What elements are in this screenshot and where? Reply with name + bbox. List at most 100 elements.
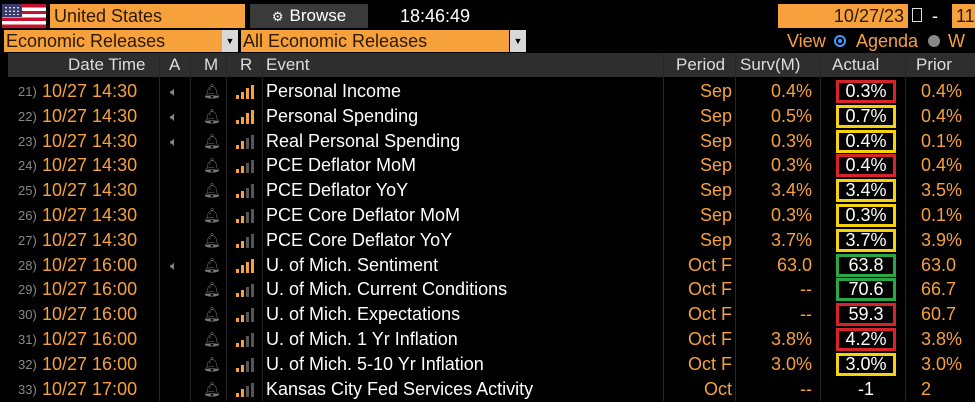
bell-icon[interactable]: 🔔︎ [203,157,221,174]
col-monitor[interactable]: M [204,55,219,74]
row-event[interactable]: PCE Deflator YoY [266,180,409,201]
bell-icon[interactable]: 🔔︎ [203,256,221,273]
agenda-label[interactable]: Agenda [856,31,919,51]
row-survey: 63.0 [776,254,812,275]
col-relevance[interactable]: R [240,55,253,74]
table-row[interactable]: 28) 10/27 16:00 🔈︎ 🔔︎ U. of Mich. Sentiment O… [0,253,975,278]
relevance-bars-icon [236,233,256,248]
bell-icon[interactable]: 🔔︎ [203,107,221,124]
bell-icon[interactable]: 🔔︎ [203,306,221,323]
chevron-down-icon[interactable]: ▼ [222,30,238,52]
relevance-bars-icon [236,159,256,174]
row-period: Sep [699,130,732,151]
col-period[interactable]: Period [676,55,726,74]
row-event[interactable]: Real Personal Spending [266,130,461,151]
start-date-field[interactable]: 10/27/23 [778,4,908,28]
agenda-radio[interactable] [834,35,846,47]
country-field[interactable]: United States [50,4,245,28]
date-separator: - [932,6,938,26]
col-actual[interactable]: Actual [832,55,880,74]
speaker-icon[interactable]: 🔈︎ [170,257,178,273]
col-datetime[interactable]: Date Time [68,55,146,74]
table-row[interactable]: 22) 10/27 14:30 🔈︎ 🔔︎ Personal Spending Sep 0.… [0,104,975,129]
bell-icon[interactable]: 🔔︎ [203,182,221,199]
settings-gear-icon: ⚙ [271,9,284,24]
relevance-bars-icon [236,308,256,323]
row-event[interactable]: Personal Spending [266,105,419,126]
row-period: Sep [699,81,732,101]
bell-icon[interactable]: 🔔︎ [203,281,221,298]
row-datetime: 10/27 14:30 [42,81,138,101]
table-row[interactable]: 21) 10/27 14:30 🔈︎ 🔔︎ Personal Income Sep 0.4%… [0,79,975,104]
row-number: 29) [18,282,37,298]
other-view-radio[interactable] [928,35,940,47]
row-actual: 4.2% [845,329,887,349]
row-event[interactable]: PCE Core Deflator MoM [266,205,461,225]
speaker-icon[interactable]: 🔈︎ [170,108,178,124]
table-row[interactable]: 25) 10/27 14:30 🔔︎ PCE Deflator YoY Sep 3.4% 3… [0,178,975,203]
row-event[interactable]: Personal Income [266,81,402,101]
row-event[interactable]: Kansas City Fed Services Activity [266,378,534,399]
row-event[interactable]: U. of Mich. 5-10 Yr Inflation [266,353,484,374]
row-event[interactable]: U. of Mich. Current Conditions [266,279,508,300]
row-prior: 3.9% [921,229,963,250]
other-view-label[interactable]: W [948,31,965,51]
bell-icon[interactable]: 🔔︎ [203,132,221,149]
row-period: Sep [699,180,732,201]
browse-button[interactable]: ⚙ Browse [250,4,368,28]
calendar-icon[interactable] [912,8,922,22]
bell-icon[interactable]: 🔔︎ [203,355,221,372]
table-row[interactable]: 30) 10/27 16:00 🔔︎ U. of Mich. Expectations… [0,302,975,327]
row-event[interactable]: U. of Mich. Expectations [266,304,461,325]
col-survey[interactable]: Surv(M) [740,55,801,74]
row-event[interactable]: PCE Deflator MoM [266,155,417,176]
table-row[interactable]: 29) 10/27 16:00 🔔︎ U. of Mich. Current Cond… [0,277,975,302]
highlight-box [836,228,896,252]
row-survey: 3.4% [770,180,812,201]
end-date-field[interactable]: 11 [952,4,975,28]
bell-icon[interactable]: 🔔︎ [203,231,221,248]
bell-icon[interactable]: 🔔︎ [203,380,221,397]
bell-icon[interactable]: 🔔︎ [203,331,221,347]
table-row[interactable]: 26) 10/27 14:30 🔔︎ PCE Core Deflator MoM Sep… [0,203,975,228]
row-number: 30) [18,307,37,323]
category-select[interactable]: Economic Releases [4,30,222,52]
row-survey: 0.3% [770,155,812,176]
speaker-icon[interactable]: 🔈︎ [170,133,178,149]
col-prior[interactable]: Prior [916,55,952,74]
relevance-bars-icon [236,258,256,273]
row-survey: 0.5% [770,105,812,126]
row-actual: 0.7% [845,105,887,126]
col-event[interactable]: Event [266,55,310,74]
row-prior: 66.7 [921,279,957,300]
bell-icon[interactable]: 🔔︎ [203,83,221,99]
row-prior: 2 [921,378,932,399]
row-event[interactable]: PCE Core Deflator YoY [266,229,453,250]
row-datetime: 10/27 17:00 [42,378,138,399]
row-event[interactable]: U. of Mich. Sentiment [266,254,439,275]
table-row[interactable]: 24) 10/27 14:30 🔔︎ PCE Deflator MoM Sep 0.3% 0… [0,153,975,178]
row-actual: 0.3% [845,205,887,225]
table-row[interactable]: 31) 10/27 16:00 🔔︎ U. of Mich. 1 Yr Inflati… [0,327,975,352]
highlight-box [836,154,896,178]
chevron-down-icon[interactable]: ▼ [510,30,526,52]
row-number: 24) [18,158,37,174]
row-period: Sep [699,105,732,126]
col-alert[interactable]: A [169,55,181,74]
table-row[interactable]: 27) 10/27 14:30 🔔︎ PCE Core Deflator YoY Sep… [0,228,975,253]
table-row[interactable]: 33) 10/27 17:00 🔔︎ Kansas City Fed Services… [0,377,975,402]
table-row[interactable]: 32) 10/27 16:00 🔔︎ U. of Mich. 5-10 Yr Infl… [0,352,975,377]
row-prior: 3.5% [921,180,963,201]
bell-icon[interactable]: 🔔︎ [203,207,221,223]
relevance-bars-icon [236,209,256,223]
table-row[interactable]: 23) 10/27 14:30 🔈︎ 🔔︎ Real Personal Spending… [0,129,975,154]
relevance-bars-icon [236,357,256,372]
row-number: 32) [18,356,37,372]
row-datetime: 10/27 14:30 [42,130,138,151]
row-prior: 0.1% [921,130,963,151]
speaker-icon[interactable]: 🔈︎ [170,84,178,99]
row-period: Oct F [688,279,732,300]
subcategory-select[interactable]: All Economic Releases [241,30,509,52]
row-datetime: 10/27 14:30 [42,205,138,225]
row-event[interactable]: U. of Mich. 1 Yr Inflation [266,329,458,349]
